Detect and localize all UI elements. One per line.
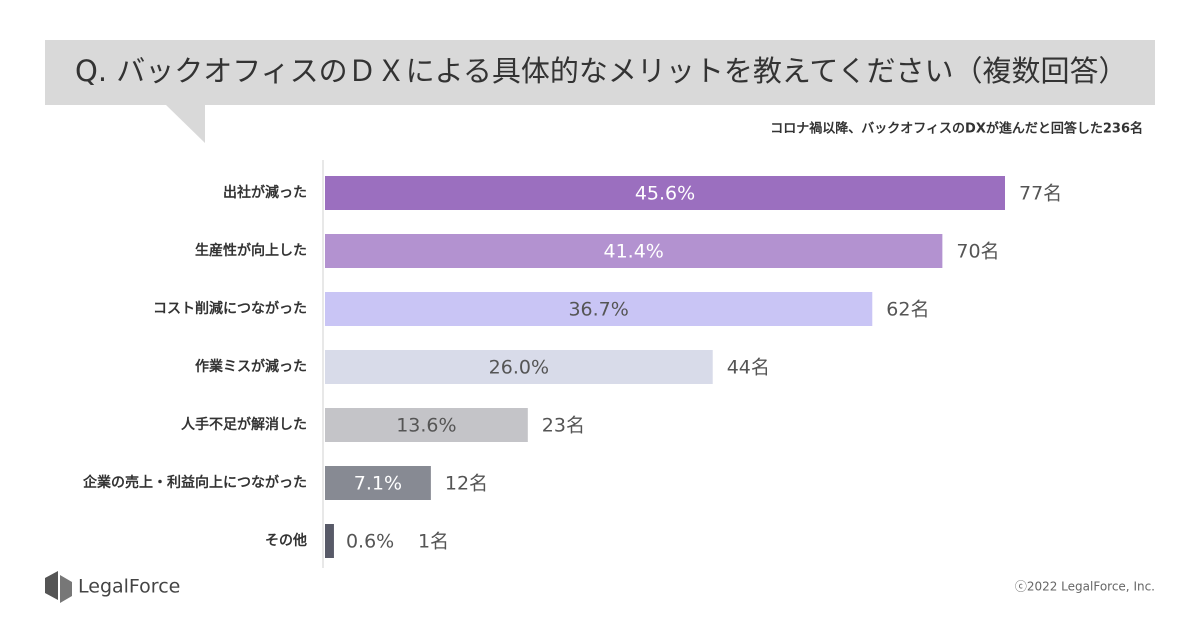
- value-label: 13.6%: [396, 415, 456, 437]
- logo: LegalForce: [45, 571, 180, 603]
- chart-subtitle: コロナ禍以降、バックオフィスのDXが進んだと回答した236名: [770, 121, 1143, 137]
- logo-icon: [60, 575, 72, 603]
- count-label: 62名: [886, 299, 929, 321]
- value-label: 7.1%: [354, 473, 402, 495]
- count-label: 70名: [956, 241, 999, 263]
- value-label: 36.7%: [568, 299, 628, 321]
- copyright: ⓒ2022 LegalForce, Inc.: [1015, 580, 1155, 594]
- category-label: 出社が減った: [223, 184, 307, 201]
- logo-icon: [45, 571, 58, 600]
- bar: [325, 408, 528, 442]
- bar: [325, 524, 334, 558]
- value-label: 41.4%: [604, 241, 664, 263]
- logo-text: LegalForce: [78, 576, 180, 598]
- category-label: 作業ミスが減った: [195, 358, 307, 375]
- chart-title: Q. バックオフィスのＤＸによる具体的なメリットを教えてください（複数回答）: [75, 54, 1128, 88]
- category-label: 企業の売上・利益向上につながった: [82, 474, 307, 491]
- bar: [325, 466, 431, 500]
- bar: [325, 176, 1005, 210]
- category-label: その他: [265, 532, 307, 549]
- value-label: 0.6%: [346, 531, 394, 553]
- value-label: 26.0%: [489, 357, 549, 379]
- value-label: 45.6%: [635, 183, 695, 205]
- category-label: コスト削減につながった: [153, 300, 307, 317]
- category-label: 生産性が向上した: [195, 242, 307, 259]
- count-label: 44名: [727, 357, 770, 379]
- title-tail: [165, 104, 205, 143]
- count-label: 12名: [445, 473, 488, 495]
- bar: [325, 234, 943, 268]
- bar: [325, 350, 713, 384]
- count-label: 77名: [1019, 183, 1062, 205]
- count-label: 23名: [542, 415, 585, 437]
- bar: [325, 292, 873, 326]
- count-label: 1名: [418, 531, 449, 553]
- category-label: 人手不足が解消した: [181, 416, 307, 433]
- title-banner: [45, 40, 1155, 105]
